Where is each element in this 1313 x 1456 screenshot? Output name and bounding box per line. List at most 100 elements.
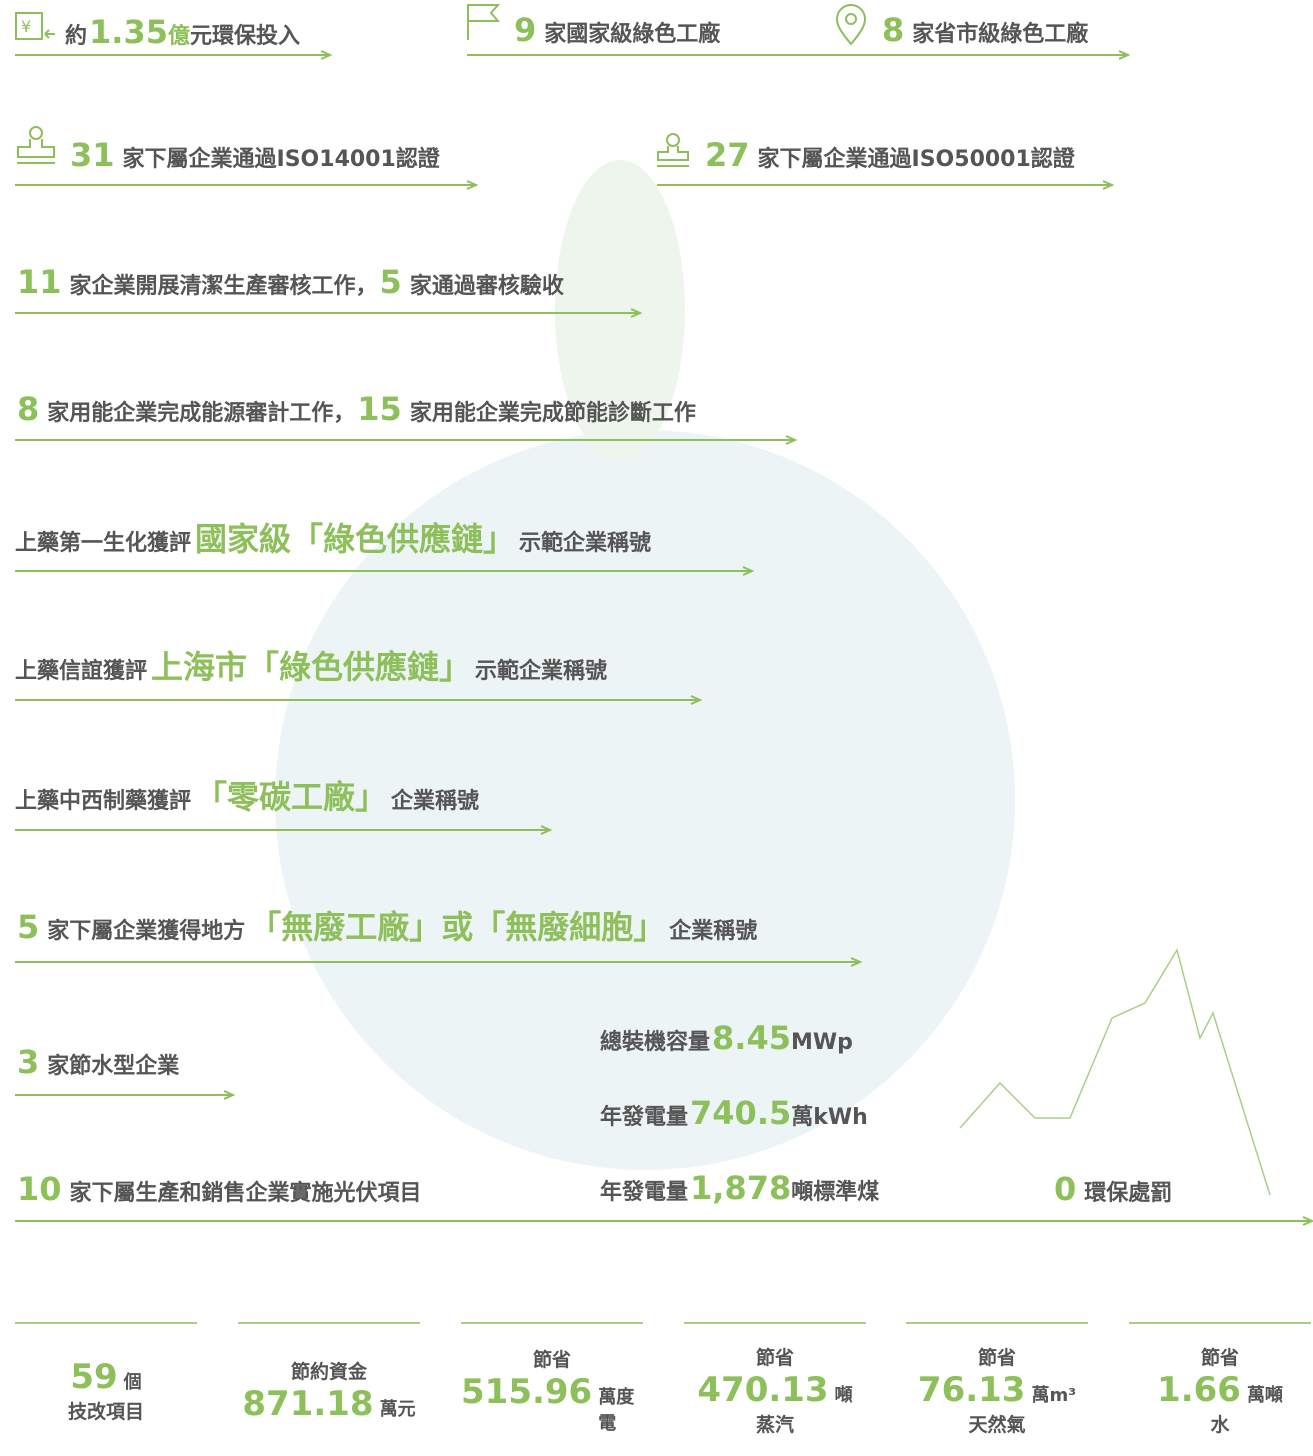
flag-icon	[466, 2, 502, 42]
arrow	[15, 1217, 1312, 1225]
text: 家下屬企業通過ISO50001認證	[758, 138, 1075, 182]
text: MWp	[791, 1021, 853, 1065]
text: 家省市級綠色工廠	[912, 13, 1088, 57]
stat-caption: 蒸汽	[756, 1410, 794, 1437]
highlight: 31	[70, 133, 115, 177]
svg-text:¥: ¥	[21, 17, 31, 36]
text: 家下屬企業通過ISO14001認證	[123, 138, 440, 182]
stat-caption: 技改項目	[68, 1397, 144, 1424]
stat-unit: 噸	[835, 1381, 853, 1407]
highlight: 15	[357, 387, 402, 431]
text: 上藥信誼獲評	[15, 650, 147, 694]
highlight: 5	[380, 260, 402, 304]
stat-label: 節省	[1201, 1343, 1239, 1370]
text: 上藥第一生化獲評	[15, 522, 191, 566]
pin-icon	[835, 4, 867, 46]
arrow	[15, 309, 640, 317]
statement: 上藥中西制藥獲評「零碳工廠」企業稱號	[15, 775, 479, 819]
text: 家下屬企業獲得地方	[47, 910, 245, 954]
stat-value: 470.13	[697, 1370, 828, 1410]
stat-value: 59	[70, 1357, 117, 1397]
text: 家下屬生產和銷售企業實施光伏項目	[70, 1172, 422, 1216]
background	[0, 0, 1313, 1454]
highlight: 3	[17, 1040, 39, 1084]
stat: 59 個技改項目	[15, 1322, 197, 1456]
text: 年發電量	[600, 1096, 688, 1140]
text: 家用能企業完成能源審計工作，	[47, 392, 355, 436]
text: 家用能企業完成節能診斷工作	[410, 392, 696, 436]
text: 示範企業稱號	[475, 650, 607, 694]
stat-value: 515.96	[461, 1372, 592, 1412]
stamp-icon	[655, 132, 691, 170]
stat-caption: 天然氣	[968, 1410, 1025, 1437]
highlight: 上海市「綠色供應鏈」	[151, 645, 471, 689]
text: 上藥中西制藥獲評	[15, 780, 191, 824]
statement: 5家下屬企業獲得地方「無廢工廠」或「無廢細胞」企業稱號	[15, 905, 757, 949]
stat-unit: 萬m³	[1031, 1381, 1076, 1407]
statement: 上藥第一生化獲評國家級「綠色供應鏈」示範企業稱號	[15, 517, 651, 561]
text: 萬kWh	[791, 1096, 868, 1140]
stat: 節省470.13 噸蒸汽	[684, 1322, 866, 1456]
stat-label: 節省	[533, 1345, 571, 1372]
text: 噸標準煤	[791, 1171, 879, 1215]
stat-label: 節約資金	[291, 1357, 367, 1384]
highlight: 8.45	[712, 1016, 791, 1060]
stat-value: 871.18	[242, 1384, 373, 1424]
highlight: 億	[168, 15, 190, 59]
stat-value: 76.13	[918, 1370, 1026, 1410]
arrow	[15, 181, 476, 189]
stat-caption: 水	[1210, 1410, 1229, 1437]
stat-label: 節省	[756, 1343, 794, 1370]
arrow	[15, 1091, 233, 1099]
stat-unit: 個	[124, 1368, 142, 1394]
highlight: 8	[17, 387, 39, 431]
highlight: 1,878	[690, 1166, 791, 1210]
arrow	[657, 181, 1112, 189]
highlight: 5	[17, 905, 39, 949]
stat-label: 節省	[978, 1343, 1016, 1370]
money-icon: ¥	[15, 12, 57, 46]
text: 家通過審核驗收	[410, 265, 564, 309]
stat-value: 1.66	[1157, 1370, 1241, 1410]
text: 家節水型企業	[47, 1045, 179, 1089]
text: 元環保投入	[190, 15, 300, 59]
highlight: 「零碳工廠」	[195, 775, 387, 819]
highlight: 27	[705, 133, 750, 177]
text: 家國家級綠色工廠	[544, 13, 720, 57]
page: ¥ 約1.35億元環保投入9家國家級綠色工廠8家省市級綠色工廠31家下屬企業通過…	[0, 0, 1313, 1454]
highlight: 740.5	[690, 1091, 791, 1135]
text: 環保處罰	[1084, 1172, 1172, 1216]
stamp-icon	[15, 125, 57, 167]
stat: 節約資金871.18萬元	[238, 1322, 420, 1456]
highlight: 0	[1054, 1167, 1076, 1211]
stat-value-row: 59 個	[70, 1357, 141, 1397]
highlight: 國家級「綠色供應鏈」	[195, 517, 515, 561]
text: 示範企業稱號	[519, 522, 651, 566]
stat-unit: 萬噸	[1247, 1381, 1283, 1407]
text: 企業稱號	[669, 910, 757, 954]
highlight: 10	[17, 1167, 62, 1211]
highlight: 8	[882, 8, 904, 52]
highlight: 「無廢工廠」或「無廢細胞」	[249, 905, 665, 949]
highlight: 1.35	[89, 10, 168, 54]
statement: 上藥信誼獲評上海市「綠色供應鏈」示範企業稱號	[15, 645, 607, 689]
text: 總裝機容量	[600, 1021, 710, 1065]
text: 家企業開展清潔生產審核工作，	[70, 265, 378, 309]
highlight: 11	[17, 260, 62, 304]
